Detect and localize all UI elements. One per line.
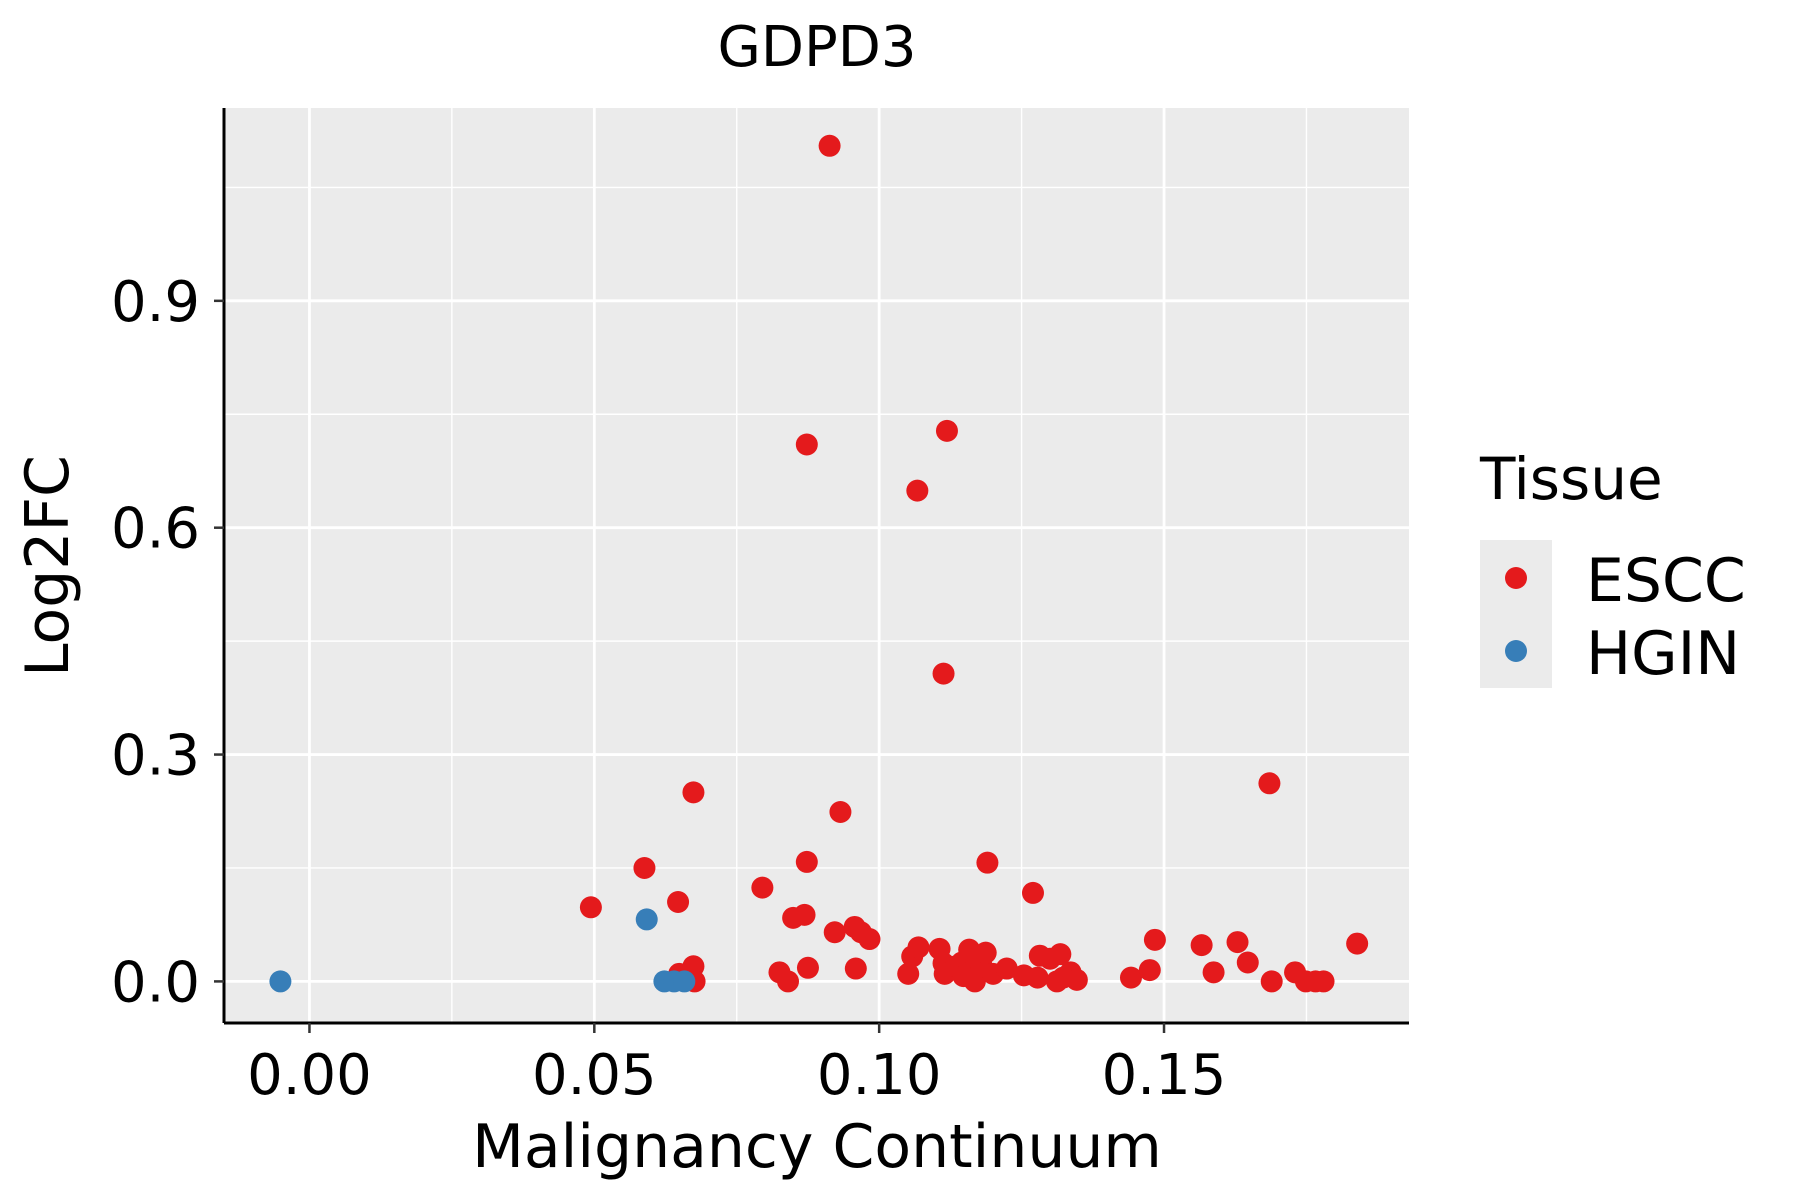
point-escc	[1049, 943, 1072, 966]
point-escc	[1026, 966, 1049, 989]
y-tick-label: 0.0	[111, 950, 200, 1015]
point-escc	[1312, 970, 1335, 993]
y-tick-label: 0.9	[111, 270, 200, 335]
point-hgin	[269, 970, 292, 993]
point-escc	[1065, 968, 1088, 991]
legend-label-hgin: HGIN	[1586, 619, 1740, 689]
y-tick-label: 0.6	[111, 497, 200, 562]
legend-key-hgin	[1505, 640, 1527, 662]
point-escc	[1226, 931, 1249, 954]
point-escc	[1346, 932, 1369, 955]
legend: Tissue ESCC HGIN	[1479, 445, 1746, 689]
point-escc	[793, 903, 816, 926]
point-escc	[633, 856, 656, 879]
point-escc	[795, 433, 818, 456]
x-tick-label: 0.05	[532, 1043, 657, 1108]
minor-gridlines	[224, 108, 1409, 1023]
legend-key-escc	[1505, 567, 1527, 589]
legend-title: Tissue	[1479, 445, 1663, 513]
point-escc	[932, 662, 955, 685]
point-escc	[906, 479, 929, 502]
point-escc	[579, 896, 602, 919]
point-escc	[667, 891, 690, 914]
chart-title: GDPD3	[717, 15, 916, 80]
y-axis-ticks: 0.0 0.3 0.6 0.9	[111, 270, 224, 1015]
x-axis-ticks: 0.00 0.05 0.10 0.15	[247, 1023, 1226, 1108]
x-tick-label: 0.10	[817, 1043, 942, 1108]
point-escc	[907, 936, 930, 959]
point-escc	[995, 957, 1018, 980]
point-escc	[976, 851, 999, 874]
point-escc	[1260, 970, 1283, 993]
point-escc	[818, 134, 841, 157]
data-points	[269, 134, 1369, 993]
point-escc	[1202, 961, 1225, 984]
plot-panel	[224, 108, 1409, 1023]
point-escc	[823, 921, 846, 944]
x-tick-label: 0.15	[1102, 1043, 1227, 1108]
point-escc	[844, 957, 867, 980]
point-escc	[1021, 881, 1044, 904]
point-escc	[935, 419, 958, 442]
point-escc	[1190, 934, 1213, 957]
legend-key-background	[1480, 540, 1552, 688]
point-escc	[796, 956, 819, 979]
point-escc	[1138, 959, 1161, 982]
point-escc	[795, 850, 818, 873]
point-hgin	[635, 908, 658, 931]
point-escc	[682, 781, 705, 804]
point-escc	[751, 876, 774, 899]
point-escc	[1236, 951, 1259, 974]
point-hgin	[673, 970, 696, 993]
x-tick-label: 0.00	[247, 1043, 372, 1108]
point-escc	[1143, 928, 1166, 951]
point-escc	[974, 941, 997, 964]
point-escc	[777, 970, 800, 993]
point-escc	[829, 801, 852, 824]
x-axis-label: Malignancy Continuum	[472, 1112, 1162, 1182]
y-tick-label: 0.3	[111, 724, 200, 789]
point-escc	[858, 928, 881, 951]
point-escc	[1258, 772, 1281, 795]
point-escc	[897, 962, 920, 985]
y-axis-label: Log2FC	[13, 455, 83, 677]
point-escc	[1119, 966, 1142, 989]
legend-label-escc: ESCC	[1586, 546, 1746, 616]
